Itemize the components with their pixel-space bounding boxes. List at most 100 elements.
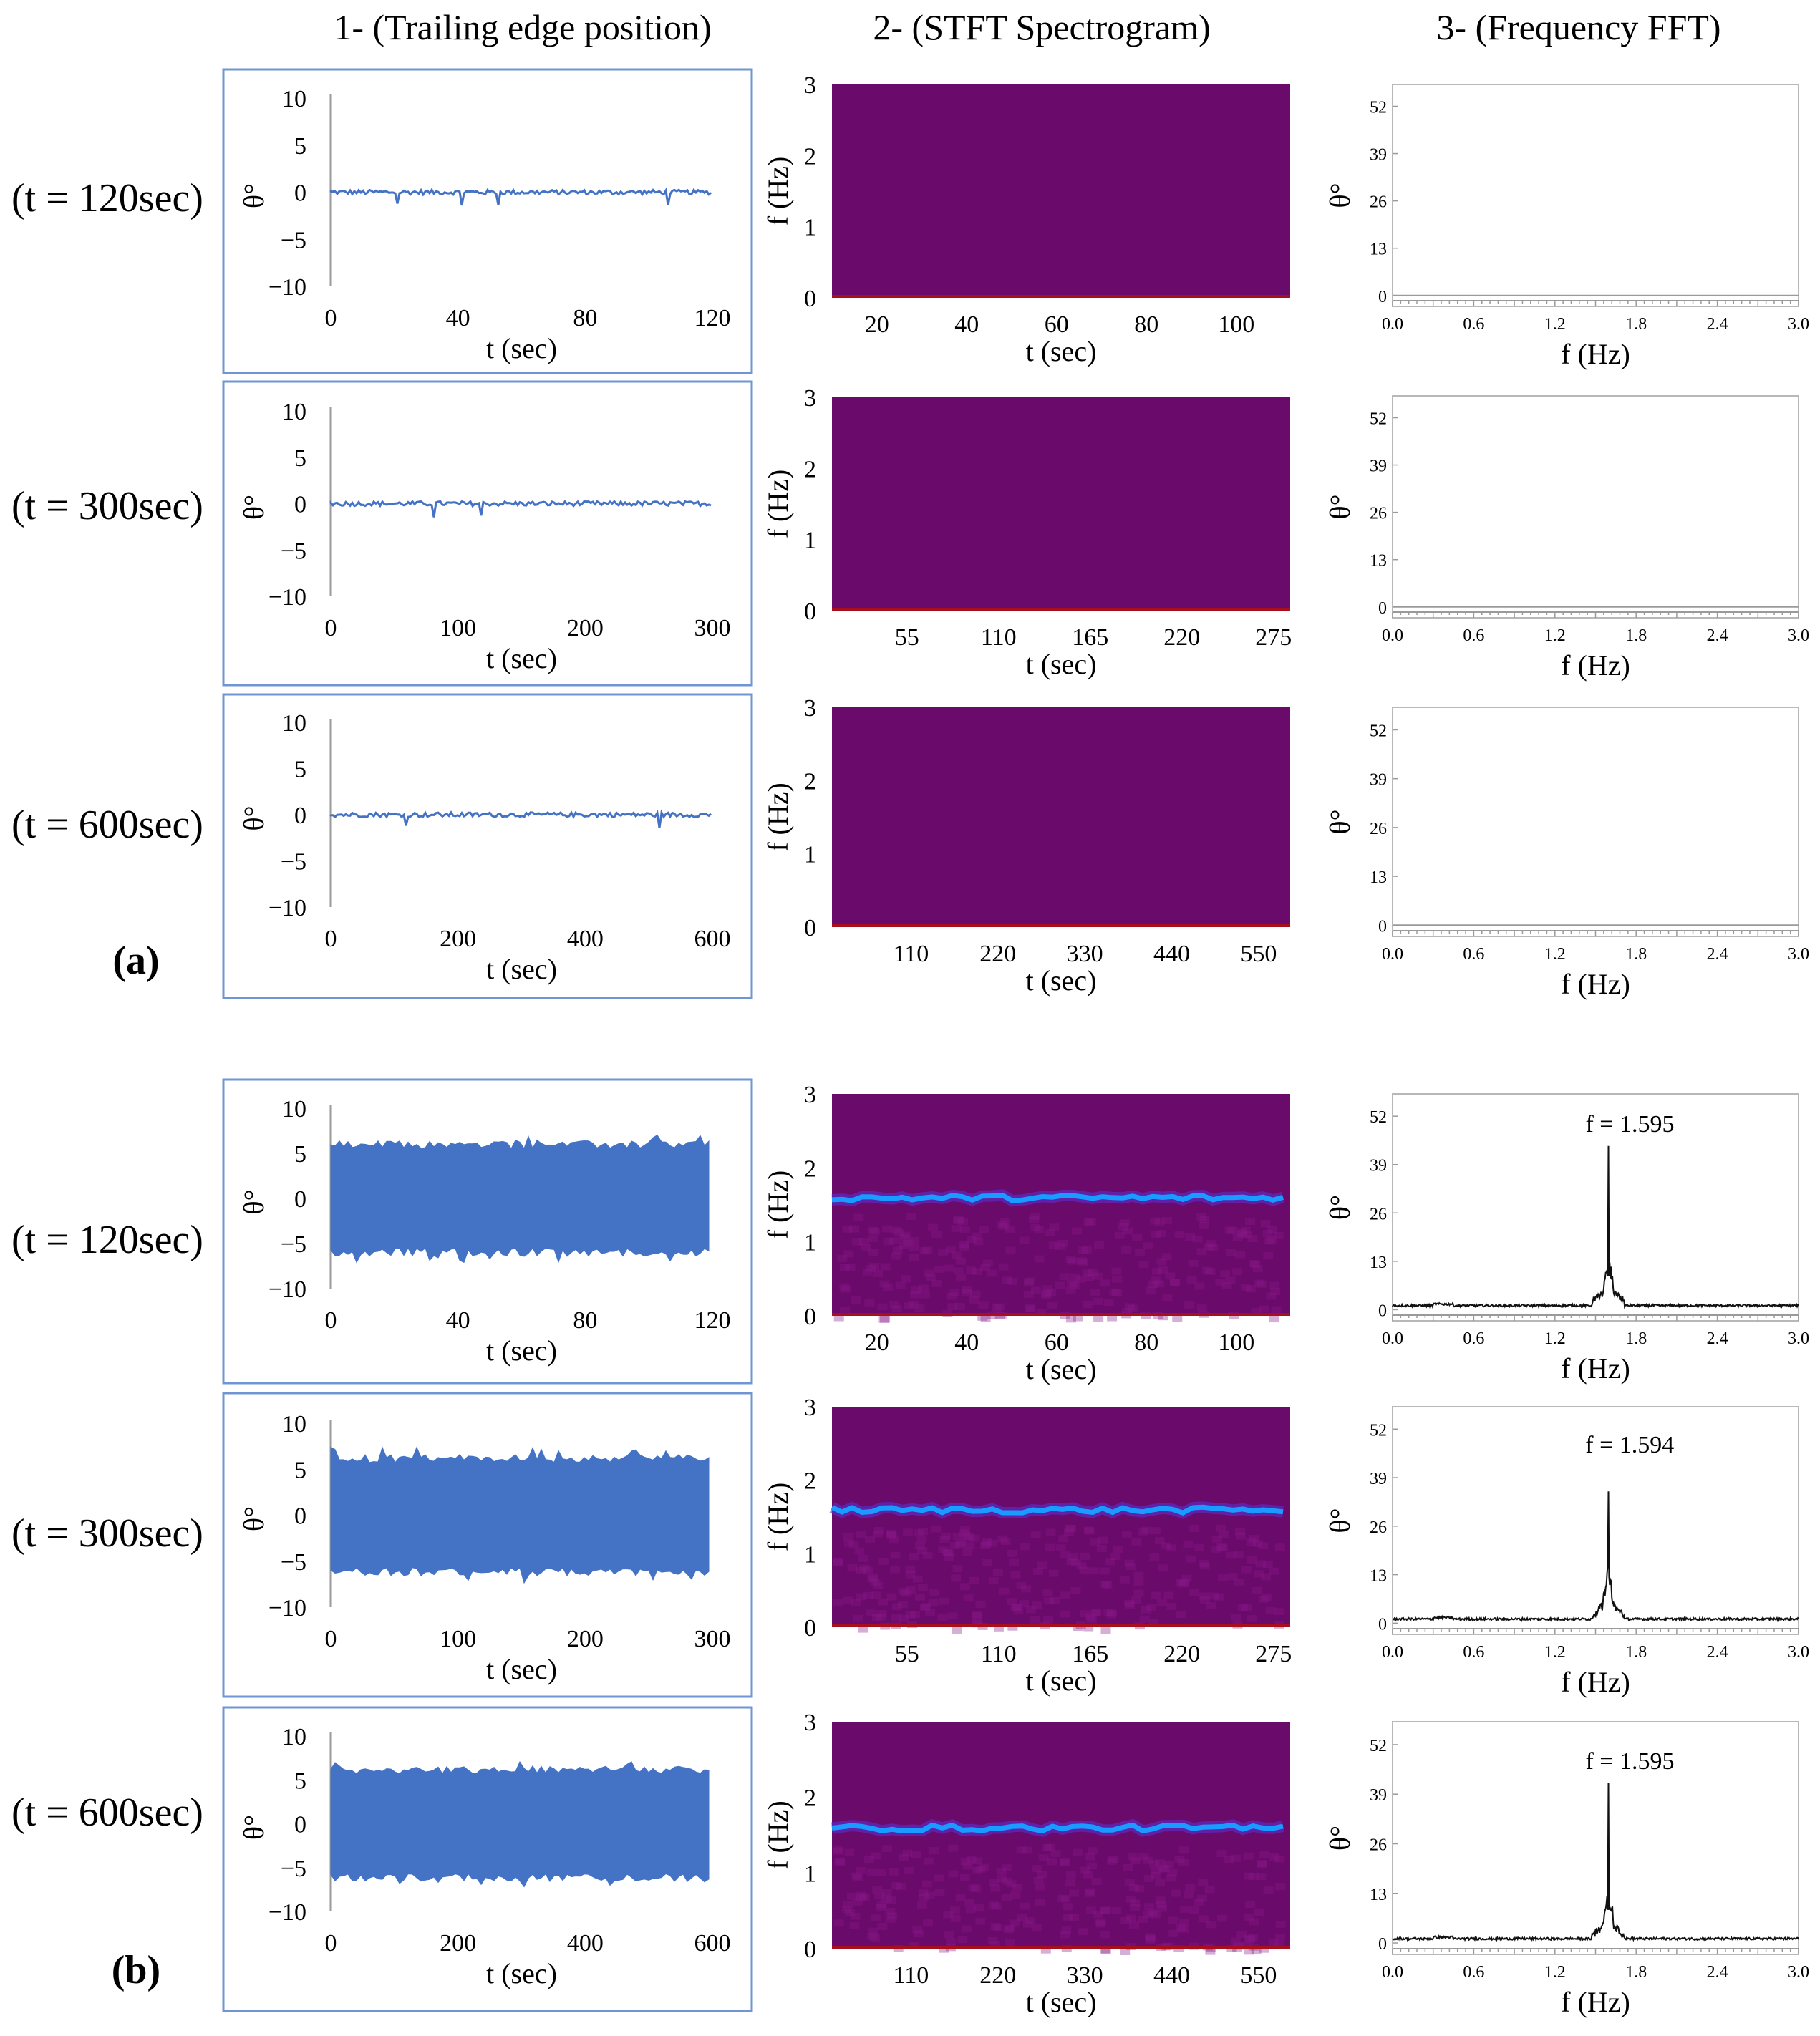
- noise-cell: [918, 1528, 929, 1536]
- noise-cell: [1010, 1891, 1021, 1899]
- noise-cell: [1065, 1286, 1076, 1294]
- noise-cell: [1243, 1852, 1254, 1860]
- noise-cell: [1244, 1872, 1254, 1880]
- noise-cell: [1025, 1606, 1036, 1614]
- noise-cell: [934, 1265, 944, 1273]
- noise-cell: [1124, 1601, 1135, 1609]
- noise-cell: [1128, 1921, 1139, 1929]
- noise-cell: [1159, 1865, 1170, 1873]
- noise-cell: [1274, 1543, 1285, 1551]
- x-tick-label: 40: [446, 1307, 470, 1334]
- noise-cell: [843, 1250, 854, 1258]
- noise-cell: [1000, 1218, 1011, 1226]
- noise-cell: [1082, 1301, 1093, 1309]
- y-tick-label: 10: [282, 399, 306, 425]
- noise-cell: [1151, 1871, 1161, 1879]
- noise-cell: [933, 1874, 944, 1882]
- y-tick-label: 5: [294, 445, 306, 472]
- noise-cell: [1232, 1233, 1243, 1241]
- x-tick-label: 220: [1163, 1641, 1200, 1667]
- noise-cell: [1003, 1926, 1014, 1934]
- noise-cell: [992, 1569, 1003, 1576]
- fft-panel-b6: 52 39 26 13 0 0.0 0.6 1.2 1.8 2.4 3.0 f (Hz) θ° f = 1…: [1324, 1406, 1809, 1698]
- noise-cell: [858, 1238, 869, 1246]
- noise-cell: [848, 1541, 859, 1548]
- x-tick-label: 0.0: [1382, 1963, 1403, 1982]
- x-tick-label: 20: [865, 311, 889, 338]
- noise-cell: [1120, 1576, 1131, 1584]
- noise-cell: [1141, 1606, 1151, 1614]
- fft-panel-a6: 52 39 26 13 0 0.0 0.6 1.2 1.8 2.4 3.0 f (Hz) θ°: [1324, 395, 1809, 682]
- noise-cell: [1078, 1928, 1088, 1936]
- y-tick-label: −5: [281, 1231, 306, 1258]
- noise-cell: [964, 1899, 975, 1906]
- x-axis-label: t (sec): [1026, 1353, 1097, 1385]
- noise-cell: [1206, 1921, 1216, 1929]
- y-tick-label: −5: [281, 1856, 306, 1882]
- noise-cell: [854, 1547, 865, 1555]
- noise-cell: [1080, 1552, 1090, 1560]
- noise-cell: [1167, 1868, 1178, 1876]
- noise-cell: [1132, 1233, 1143, 1241]
- noise-cell: [882, 1225, 893, 1233]
- noise-cell: [1059, 1858, 1070, 1866]
- spectrogram-ridge: [831, 1822, 1284, 1834]
- noise-cell: [1045, 1528, 1056, 1536]
- y-tick-label: 13: [1370, 1886, 1387, 1904]
- noise-cell: [1234, 1578, 1244, 1586]
- noise-cell: [1176, 1611, 1186, 1619]
- noise-cell: [1082, 1269, 1093, 1277]
- noise-cell: [897, 1600, 908, 1608]
- noise-cell: [966, 1236, 977, 1244]
- noise-cell: [920, 1603, 931, 1611]
- noise-cell: [940, 1532, 951, 1540]
- noise-cell: [1106, 1609, 1117, 1617]
- noise-cell: [1099, 1567, 1110, 1575]
- noise-cell: [953, 1267, 964, 1275]
- noise-cell: [1247, 1556, 1257, 1564]
- noise-cell: [1268, 1939, 1279, 1947]
- noise-cell: [1150, 1217, 1161, 1225]
- noise-cell: [1061, 1945, 1072, 1953]
- noise-cell: [1192, 1235, 1203, 1243]
- noise-cell: [1264, 1237, 1274, 1245]
- noise-cell: [975, 1865, 986, 1873]
- x-tick-label: 200: [440, 926, 476, 952]
- noise-cell: [834, 1857, 845, 1865]
- noise-cell: [1241, 1604, 1252, 1612]
- noise-cell: [1085, 1218, 1096, 1226]
- noise-cell: [992, 1924, 1003, 1932]
- x-tick-label: 1.8: [1625, 626, 1647, 645]
- noise-cell: [1149, 1553, 1160, 1561]
- y-tick-label: 0: [294, 1812, 306, 1838]
- noise-cell: [1218, 1543, 1229, 1551]
- noise-cell: [915, 1593, 926, 1601]
- noise-cell: [1142, 1910, 1153, 1918]
- noise-cell: [1050, 1850, 1061, 1858]
- row-label-a-600: (t = 600sec): [11, 803, 203, 847]
- noise-cell: [964, 1533, 974, 1541]
- noise-cell: [1076, 1257, 1087, 1265]
- x-tick-label: 3.0: [1788, 1963, 1809, 1982]
- noise-cell: [1013, 1607, 1024, 1615]
- spectrogram-background: [832, 1407, 1290, 1627]
- noise-cell: [1181, 1574, 1192, 1582]
- x-tick-label: 110: [981, 624, 1017, 651]
- row-label-b-300: (t = 300sec): [11, 1511, 203, 1556]
- noise-cell: [944, 1264, 954, 1272]
- noise-cell: [971, 1885, 982, 1893]
- noise-cell: [1130, 1899, 1141, 1907]
- noise-cell: [990, 1884, 1001, 1892]
- noise-cell: [1007, 1598, 1017, 1606]
- noise-cell: [912, 1575, 923, 1583]
- noise-cell: [853, 1614, 863, 1622]
- x-axis-label: f (Hz): [1561, 1352, 1630, 1385]
- noise-cell: [1178, 1858, 1189, 1866]
- noise-cell: [844, 1848, 855, 1856]
- noise-cell: [1188, 1589, 1199, 1596]
- noise-cell: [1120, 1948, 1131, 1956]
- x-tick-label: 2.4: [1707, 945, 1728, 964]
- noise-cell: [1065, 1315, 1076, 1323]
- fft-spectrum: [1392, 1145, 1799, 1309]
- noise-cell: [1227, 1226, 1238, 1234]
